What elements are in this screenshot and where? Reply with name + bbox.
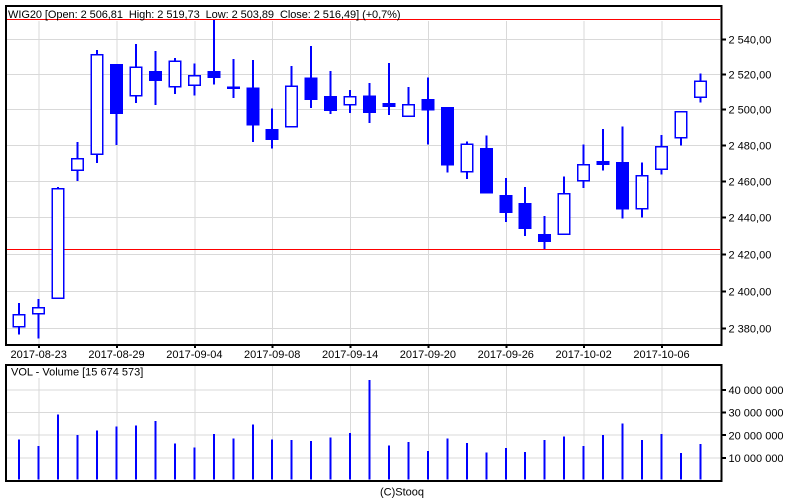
svg-text:2017-09-08: 2017-09-08 <box>244 349 300 361</box>
svg-text:2017-10-06: 2017-10-06 <box>633 349 689 361</box>
svg-text:2017-08-23: 2017-08-23 <box>11 349 67 361</box>
svg-text:WIG20 [Open: 2 506,81 High: 2: WIG20 [Open: 2 506,81 High: 2 519,73 Low… <box>8 9 401 21</box>
svg-text:(C)Stooq: (C)Stooq <box>380 487 424 499</box>
svg-text:2 420,00: 2 420,00 <box>729 250 772 262</box>
svg-text:2017-09-20: 2017-09-20 <box>400 349 456 361</box>
svg-text:2017-09-04: 2017-09-04 <box>166 349 222 361</box>
svg-text:2 540,00: 2 540,00 <box>729 35 772 47</box>
svg-text:2 460,00: 2 460,00 <box>729 177 772 189</box>
svg-text:2017-08-29: 2017-08-29 <box>88 349 144 361</box>
svg-text:10 000 000: 10 000 000 <box>729 453 784 465</box>
svg-text:2017-09-14: 2017-09-14 <box>322 349 378 361</box>
svg-text:2 440,00: 2 440,00 <box>729 213 772 225</box>
svg-text:VOL - Volume [15 674 573]: VOL - Volume [15 674 573] <box>11 367 143 379</box>
svg-text:2 500,00: 2 500,00 <box>729 105 772 117</box>
svg-text:30 000 000: 30 000 000 <box>729 408 784 420</box>
svg-text:2017-10-02: 2017-10-02 <box>555 349 611 361</box>
svg-text:2 400,00: 2 400,00 <box>729 287 772 299</box>
svg-text:40 000 000: 40 000 000 <box>729 385 784 397</box>
svg-text:2017-09-26: 2017-09-26 <box>478 349 534 361</box>
svg-text:2 520,00: 2 520,00 <box>729 70 772 82</box>
svg-text:2 380,00: 2 380,00 <box>729 324 772 336</box>
svg-text:20 000 000: 20 000 000 <box>729 430 784 442</box>
svg-text:2 480,00: 2 480,00 <box>729 141 772 153</box>
